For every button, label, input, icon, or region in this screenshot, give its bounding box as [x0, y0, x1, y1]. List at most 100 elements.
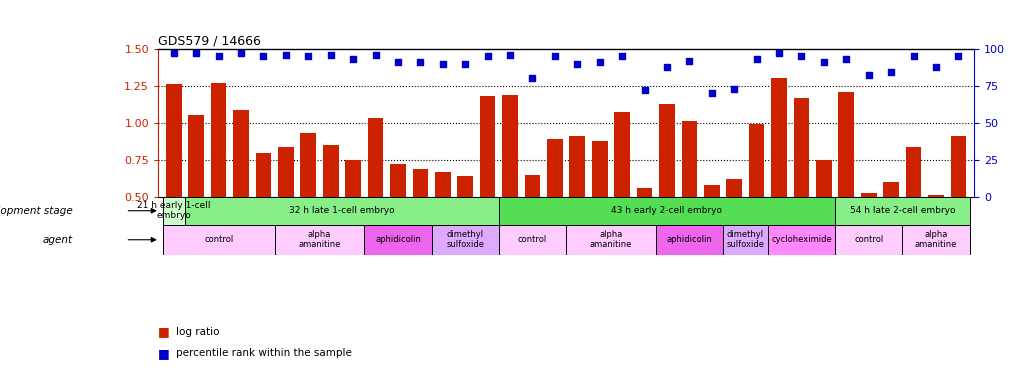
Bar: [658, 104, 675, 197]
Text: agent: agent: [42, 235, 72, 245]
Bar: [546, 139, 562, 197]
Bar: [882, 182, 898, 197]
Point: [255, 53, 271, 59]
Bar: [498, 225, 566, 255]
Bar: [703, 185, 719, 197]
Point: [658, 63, 675, 69]
Bar: [345, 160, 361, 197]
Point: [793, 53, 809, 59]
Point: [927, 63, 944, 69]
Point: [726, 86, 742, 92]
Text: dimethyl
sulfoxide: dimethyl sulfoxide: [445, 230, 484, 249]
Text: percentile rank within the sample: percentile rank within the sample: [176, 348, 352, 358]
Point: [434, 61, 450, 67]
Text: development stage: development stage: [0, 206, 72, 216]
Text: ■: ■: [158, 326, 170, 338]
Bar: [233, 110, 249, 197]
Text: alpha
amanitine: alpha amanitine: [589, 230, 632, 249]
Point: [613, 53, 630, 59]
Point: [300, 53, 316, 59]
Text: aphidicolin: aphidicolin: [375, 235, 421, 244]
Point: [389, 59, 406, 65]
Text: GDS579 / 14666: GDS579 / 14666: [158, 34, 261, 48]
Bar: [301, 133, 316, 197]
Text: ■: ■: [158, 347, 170, 360]
Text: alpha
amanitine: alpha amanitine: [298, 230, 340, 249]
Point: [905, 53, 921, 59]
Bar: [835, 225, 902, 255]
Bar: [636, 188, 652, 197]
Point: [210, 53, 226, 59]
Bar: [902, 225, 969, 255]
Bar: [434, 172, 450, 197]
Bar: [726, 179, 742, 197]
Bar: [950, 136, 965, 197]
Bar: [166, 84, 181, 197]
Point: [569, 61, 585, 67]
Bar: [566, 225, 655, 255]
Point: [457, 61, 473, 67]
Text: alpha
amanitine: alpha amanitine: [914, 230, 956, 249]
Bar: [927, 195, 943, 197]
Bar: [655, 225, 722, 255]
Bar: [479, 96, 495, 197]
Bar: [323, 145, 338, 197]
Point: [367, 52, 383, 58]
Point: [882, 69, 899, 75]
Point: [950, 53, 966, 59]
Bar: [367, 118, 383, 197]
Bar: [591, 141, 607, 197]
Point: [703, 90, 719, 96]
Bar: [256, 153, 271, 197]
Point: [524, 75, 540, 81]
Bar: [815, 160, 830, 197]
Point: [232, 50, 249, 56]
Bar: [278, 147, 293, 197]
Bar: [162, 197, 184, 225]
Bar: [767, 225, 835, 255]
Bar: [184, 197, 498, 225]
Bar: [501, 95, 518, 197]
Point: [165, 50, 181, 56]
Bar: [835, 197, 969, 225]
Bar: [838, 92, 853, 197]
Bar: [905, 147, 920, 197]
Point: [322, 52, 338, 58]
Bar: [364, 225, 431, 255]
Text: 32 h late 1-cell embryo: 32 h late 1-cell embryo: [288, 206, 394, 215]
Point: [860, 72, 876, 78]
Bar: [162, 225, 274, 255]
Bar: [498, 197, 835, 225]
Bar: [613, 112, 630, 197]
Bar: [681, 122, 697, 197]
Bar: [389, 164, 406, 197]
Point: [815, 59, 832, 65]
Text: 43 h early 2-cell embryo: 43 h early 2-cell embryo: [610, 206, 721, 215]
Bar: [569, 136, 585, 197]
Point: [838, 56, 854, 62]
Bar: [274, 225, 364, 255]
Text: log ratio: log ratio: [176, 327, 220, 337]
Bar: [412, 169, 428, 197]
Point: [412, 59, 428, 65]
Point: [681, 58, 697, 64]
Bar: [860, 192, 875, 197]
Text: control: control: [853, 235, 882, 244]
Point: [770, 50, 787, 56]
Text: 54 h late 2-cell embryo: 54 h late 2-cell embryo: [849, 206, 954, 215]
Bar: [770, 78, 786, 197]
Bar: [457, 176, 473, 197]
Point: [277, 52, 293, 58]
Point: [591, 59, 607, 65]
Text: dimethyl
sulfoxide: dimethyl sulfoxide: [726, 230, 763, 249]
Bar: [431, 225, 498, 255]
Point: [479, 53, 495, 59]
Point: [546, 53, 562, 59]
Text: control: control: [518, 235, 546, 244]
Text: aphidicolin: aphidicolin: [665, 235, 711, 244]
Bar: [793, 98, 808, 197]
Point: [187, 50, 204, 56]
Point: [344, 56, 361, 62]
Text: cycloheximide: cycloheximide: [770, 235, 832, 244]
Bar: [211, 83, 226, 197]
